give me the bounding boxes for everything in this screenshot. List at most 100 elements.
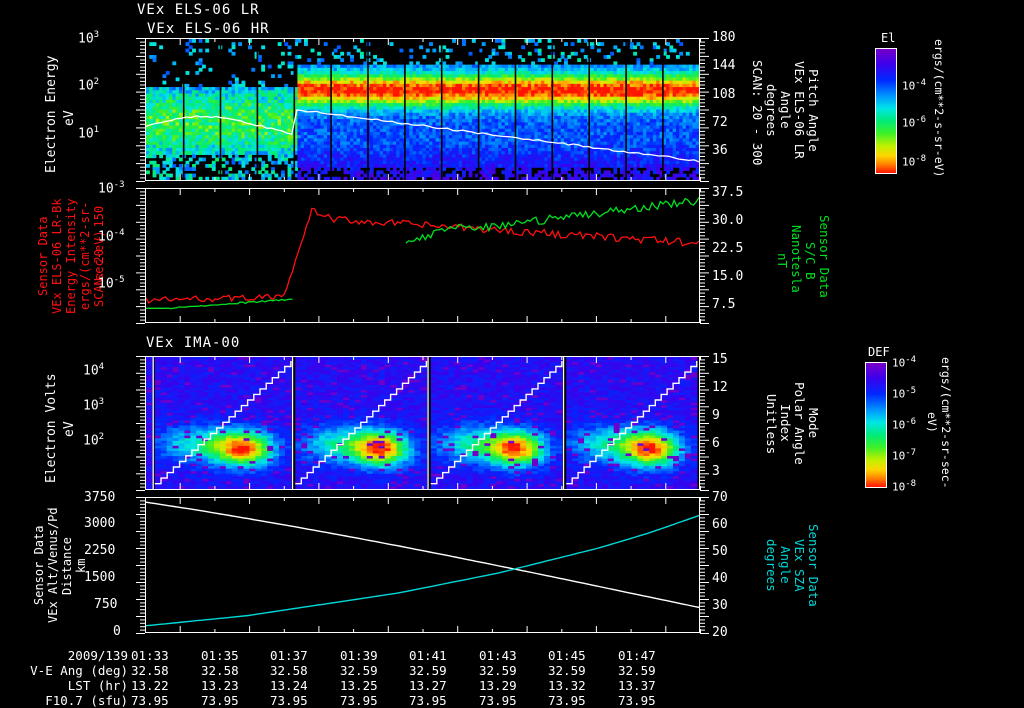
panel2-right-label-1: S/C B [803, 242, 818, 280]
table-cell: 73.95 [270, 693, 308, 708]
table-cell: 01:45 [548, 648, 586, 663]
panel4-right-label-3: degrees [764, 538, 779, 592]
panel1-y2tick-1: 144 [712, 58, 736, 73]
panel1-right-label-0: Pitch Angle [806, 68, 821, 152]
table-cell: 32.59 [618, 663, 656, 678]
table-cell: 13.22 [131, 678, 169, 693]
panel2-ytick-2: 10-5 [98, 275, 125, 292]
table-cell: 13.37 [618, 678, 656, 693]
panel1-plot-area [145, 38, 700, 181]
panel2-left-label-2: Energy Intensity [64, 198, 78, 314]
colorbar1-tick-2: 10-8 [902, 154, 927, 169]
panel4-ytick-1: 3000 [84, 516, 116, 531]
panel2-y2tick-4: 7.5 [712, 297, 736, 312]
panel2-y2tick-1: 30.0 [712, 213, 744, 228]
panel2-right-label-2: Nanotesla [789, 225, 804, 293]
panel1-y2tick-0: 180 [712, 30, 736, 45]
table-cell: 01:43 [479, 648, 517, 663]
panel4-line-chart [146, 501, 699, 627]
panel1-left-axis-label: Electron Energy [44, 55, 59, 173]
table-cell: 32.59 [479, 663, 517, 678]
table-cell: 32.59 [409, 663, 447, 678]
panel4-right-label-0: Sensor Data [806, 523, 821, 607]
panel1-ytick-0: 103 [78, 30, 100, 47]
panel3-plot-area [145, 356, 700, 490]
table-cell: 13.23 [201, 678, 239, 693]
panel1-right-label-2: Angle [778, 91, 793, 129]
panel4-right-label-2: Angle [778, 546, 793, 584]
panel4-ytick-5: 0 [113, 624, 121, 639]
panel2-line-chart [146, 197, 699, 310]
table-cell: 73.95 [131, 693, 169, 708]
panel2-left-label-4: SCAN: 20 - 150 [92, 205, 106, 307]
panel4-y2tick-2: 50 [712, 544, 728, 559]
panel2-right-label-3: nT [775, 253, 790, 269]
panel3-left-axis-unit: eV [62, 421, 77, 437]
panel3-y2tick-0: 15 [712, 352, 728, 367]
panel1-right-label-4: SCAN: 20 - 300 [750, 59, 765, 166]
table-cell: 73.95 [548, 693, 586, 708]
panel1-ytick-1: 102 [78, 77, 100, 94]
table-cell: 01:47 [618, 648, 656, 663]
colorbar2-tick-3: 10-7 [892, 448, 917, 463]
colorbar1-tick-1: 10-6 [902, 115, 927, 130]
colorbar2-title: DEF [868, 345, 890, 359]
panel4-left-label-2: Distance [60, 537, 74, 595]
table-row-label: F10.7 (sfu) [45, 693, 128, 708]
table-cell: 13.25 [340, 678, 378, 693]
panel3-y2tick-1: 12 [712, 380, 728, 395]
colorbar1-unit: ergs/(cm**2-s-sr-eV) [932, 39, 946, 178]
table-row-label: LST (hr) [67, 678, 128, 693]
table-cell: 73.95 [618, 693, 656, 708]
panel3-ytick-2: 102 [83, 432, 105, 449]
colorbar2-unit: ergs/(cm**2-sr-sec-eV) [925, 356, 953, 489]
colorbar1-tick-0: 10-4 [902, 78, 927, 93]
colorbar2-tick-4: 10-8 [892, 479, 917, 494]
panel1-y2tick-4: 36 [712, 143, 728, 158]
panel4-y2tick-4: 30 [712, 598, 728, 613]
table-cell: 13.27 [409, 678, 447, 693]
panel2-right-label-0: Sensor Data [817, 214, 832, 298]
panel3-right-label-2: Index [778, 404, 793, 442]
panel3-right-label-3: Unitless [764, 393, 779, 455]
panel1-y2tick-3: 72 [712, 115, 728, 130]
table-cell: 01:35 [201, 648, 239, 663]
panel4-ytick-3: 1500 [84, 570, 116, 585]
colorbar2-tick-0: 10-4 [892, 355, 917, 370]
panel3-ytick-1: 103 [83, 397, 105, 414]
panel4-left-label-0: Sensor Data [32, 525, 46, 605]
table-cell: 13.24 [270, 678, 308, 693]
panel4-ytick-0: 3750 [84, 490, 116, 505]
panel2-plot-area [145, 188, 700, 323]
panel1-y2tick-2: 108 [712, 87, 736, 102]
panel3-right-label-0: Mode [806, 407, 821, 439]
panel2-y2tick-2: 22.5 [712, 241, 744, 256]
panel4-y2tick-5: 20 [712, 625, 728, 640]
panel1-title-line1: VEx ELS-06 LR [137, 2, 260, 18]
table-cell: 73.95 [201, 693, 239, 708]
colorbar2-gradient [865, 362, 887, 488]
table-row-label: 2009/139 [67, 648, 128, 663]
panel4-right-label-1: VEx SZA [792, 538, 807, 592]
panel1-title-line2: VEx ELS-06 HR [147, 21, 270, 37]
table-cell: 13.29 [479, 678, 517, 693]
panel2-ytick-1: 10-4 [98, 228, 125, 245]
panel3-y2tick-4: 3 [712, 464, 720, 479]
panel4-y2tick-0: 70 [712, 490, 728, 505]
panel1-right-label-3: degrees [764, 83, 779, 137]
table-row-label: V-E Ang (deg) [30, 663, 128, 678]
panel3-y2tick-2: 9 [712, 408, 720, 423]
panel3-left-axis-label: Electron Volts [44, 373, 59, 483]
table-cell: 73.95 [409, 693, 447, 708]
panel4-plot-area [145, 497, 700, 633]
colorbar1-gradient [875, 48, 897, 174]
panel2-y2tick-3: 15.0 [712, 269, 744, 284]
panel3-spectrogram [146, 357, 698, 489]
table-cell: 32.58 [201, 663, 239, 678]
table-cell: 13.32 [548, 678, 586, 693]
panel3-title: VEx IMA-00 [146, 335, 241, 351]
table-cell: 01:39 [340, 648, 378, 663]
table-cell: 32.58 [270, 663, 308, 678]
panel3-ytick-0: 104 [83, 362, 105, 379]
